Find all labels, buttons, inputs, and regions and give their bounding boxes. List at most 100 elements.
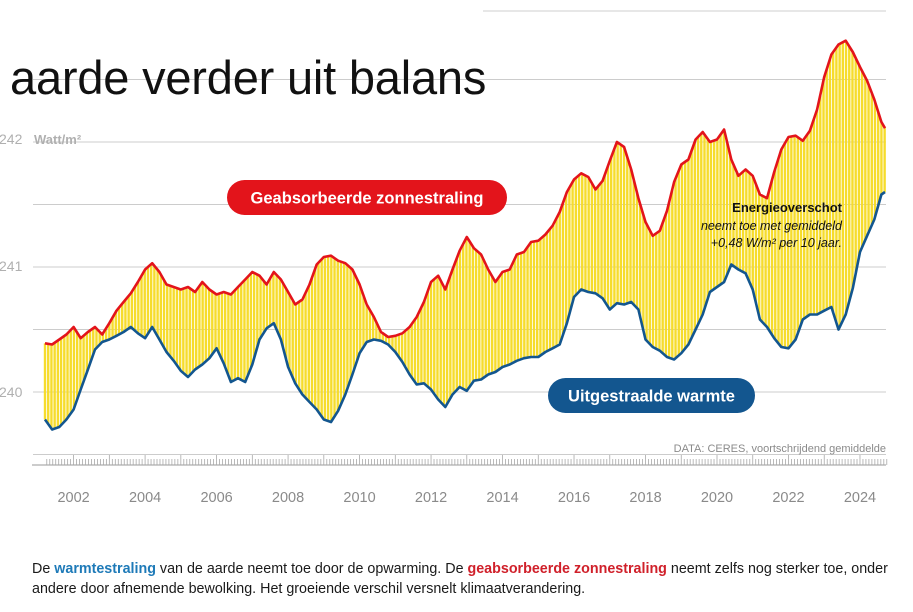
energy-surplus-line2: +0,48 W/m² per 10 jaar. <box>711 236 842 250</box>
surplus-bar <box>748 172 751 283</box>
caption-part1: De <box>32 561 55 577</box>
surplus-bar <box>404 330 407 367</box>
surplus-bar <box>667 202 671 358</box>
surplus-bar <box>593 188 597 294</box>
surplus-bar <box>741 171 745 272</box>
surplus-bar <box>413 319 417 382</box>
surplus-bar <box>487 270 491 375</box>
surplus-bar <box>252 272 256 359</box>
surplus-bar <box>178 289 182 370</box>
surplus-bar <box>339 261 343 405</box>
surplus-bar <box>195 290 198 369</box>
surplus-bar <box>484 264 487 377</box>
surplus-bar <box>645 224 648 341</box>
surplus-bar <box>140 275 143 336</box>
surplus-bar <box>587 177 590 293</box>
surplus-bar <box>812 119 816 315</box>
surplus-bar <box>513 259 516 362</box>
surplus-bar <box>854 58 857 274</box>
surplus-bar <box>301 299 304 395</box>
surplus-bar <box>288 294 291 371</box>
surplus-bar <box>108 323 111 340</box>
surplus-bar <box>330 256 333 422</box>
x-tick-label: 2014 <box>486 490 518 506</box>
surplus-bar <box>577 175 581 292</box>
surplus-bar <box>584 175 587 291</box>
surplus-bar <box>712 140 716 289</box>
surplus-bar <box>69 330 72 414</box>
caption-part2: van de aarde neemt toe door de opwarming… <box>155 561 468 577</box>
surplus-bar <box>677 170 680 356</box>
surplus-bar <box>519 253 523 360</box>
surplus-bar <box>124 299 127 331</box>
surplus-bar <box>709 141 713 292</box>
surplus-bar <box>249 273 253 368</box>
caption-part3: neemt zelfs nog sterker toe, onder ander… <box>32 561 888 597</box>
surplus-bar <box>362 295 365 348</box>
surplus-bar <box>400 333 404 362</box>
surplus-bar <box>680 164 684 353</box>
surplus-bar <box>828 59 832 308</box>
surplus-bar <box>539 238 542 356</box>
surplus-bar <box>314 268 317 408</box>
surplus-bar <box>85 332 89 373</box>
surplus-bar <box>655 233 658 349</box>
surplus-bar <box>597 186 600 296</box>
surplus-bar <box>590 183 594 293</box>
surplus-bar <box>757 192 761 317</box>
surplus-bar <box>156 269 159 337</box>
surplus-bar <box>429 282 433 390</box>
surplus-bar <box>272 272 275 324</box>
surplus-bar <box>571 182 574 303</box>
surplus-bar <box>648 230 651 344</box>
surplus-bar <box>175 288 179 366</box>
surplus-bar <box>326 256 330 421</box>
surplus-bar <box>240 283 243 380</box>
surplus-bar <box>754 184 758 303</box>
surplus-bar <box>777 158 780 344</box>
surplus-bar <box>88 330 92 364</box>
surplus-bar <box>693 141 697 331</box>
surplus-bar <box>745 170 748 275</box>
surplus-bar <box>394 335 397 353</box>
surplus-bar <box>774 168 777 340</box>
surplus-bar <box>378 329 381 341</box>
data-source: DATA: CERES, voortschrijdend gemiddelde <box>674 443 886 455</box>
surplus-bar <box>265 283 269 328</box>
surplus-bar <box>729 155 732 268</box>
surplus-bar <box>233 290 237 380</box>
surplus-bar <box>47 343 50 424</box>
surplus-bar <box>285 288 288 361</box>
surplus-bar <box>66 333 69 418</box>
surplus-bar <box>848 46 851 302</box>
surplus-bar <box>159 274 163 342</box>
surplus-bar <box>262 281 265 333</box>
surplus-bar <box>375 322 378 340</box>
surplus-bar <box>243 280 246 382</box>
surplus-bar <box>162 280 166 348</box>
absorbed-series-line <box>44 39 887 346</box>
surplus-bar <box>294 304 298 385</box>
surplus-bar <box>391 336 394 349</box>
surplus-bar <box>799 139 803 325</box>
surplus-bar <box>268 278 272 326</box>
surplus-bar <box>198 286 201 367</box>
surplus-bar <box>204 285 208 362</box>
caption-term-absorbed: geabsorbeerde zonnestraling <box>467 561 667 577</box>
surplus-bar <box>381 333 384 342</box>
surplus-bar <box>683 161 687 349</box>
surplus-bar <box>786 137 790 349</box>
surplus-bar <box>246 276 249 376</box>
surplus-bar <box>166 284 169 353</box>
surplus-bar <box>59 338 63 426</box>
surplus-bar <box>149 264 153 329</box>
surplus-bar <box>806 134 809 317</box>
surplus-bar <box>671 189 674 359</box>
surplus-bar <box>143 270 146 338</box>
y-tick-label: 241 <box>0 258 23 274</box>
y-unit-label: Watt/m² <box>34 132 82 147</box>
surplus-bar <box>613 148 616 306</box>
surplus-bar <box>545 232 549 352</box>
surplus-bar <box>352 272 356 371</box>
surplus-bar <box>651 235 655 348</box>
